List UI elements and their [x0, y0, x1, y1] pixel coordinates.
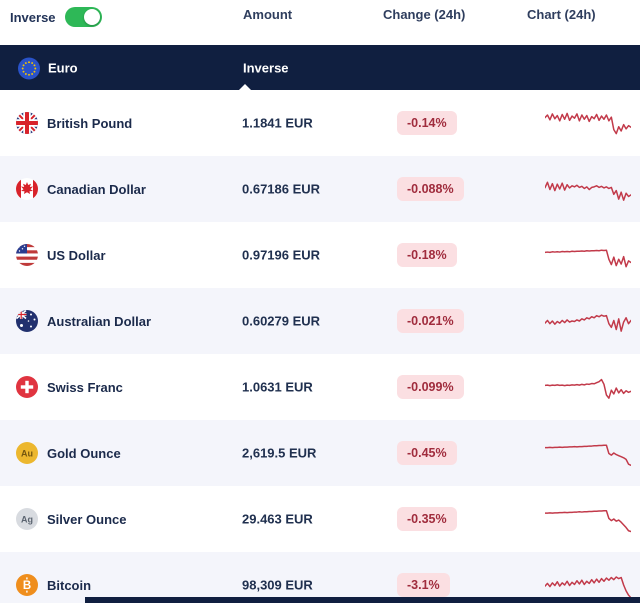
inverse-toggle-label: Inverse [10, 9, 56, 25]
change-cell: -0.021% [397, 309, 464, 333]
sparkline-chart [545, 437, 631, 469]
currency-name: Australian Dollar [47, 313, 152, 329]
change-badge: -0.099% [397, 375, 464, 399]
amount-value: 0.97196 EUR [242, 247, 321, 263]
table-row[interactable]: Australian Dollar 0.60279 EUR -0.021% [0, 288, 640, 354]
currency-name: US Dollar [47, 247, 106, 263]
svg-text:Au: Au [21, 449, 33, 459]
currency-cell: British Pound [16, 112, 132, 134]
amount-value: 1.0631 EUR [242, 379, 313, 395]
svg-text:Ag: Ag [21, 515, 33, 525]
column-caret-icon [239, 84, 251, 90]
change-badge: -0.088% [397, 177, 464, 201]
base-currency-name: Euro [48, 60, 78, 75]
amount-value: 0.60279 EUR [242, 313, 321, 329]
next-section-header-partial [85, 597, 640, 603]
currency-name: Gold Ounce [47, 445, 121, 461]
us-flag-icon [16, 244, 38, 266]
gb-flag-icon [16, 112, 38, 134]
amount-value: 0.67186 EUR [242, 181, 321, 197]
change-cell: -0.35% [397, 507, 457, 531]
amount-value: 1.1841 EUR [242, 115, 313, 131]
change-cell: -0.14% [397, 111, 457, 135]
change-badge: -3.1% [397, 573, 450, 597]
currency-cell: Australian Dollar [16, 310, 151, 332]
change-badge: -0.021% [397, 309, 464, 333]
currency-cell: B Bitcoin [16, 574, 91, 596]
sparkline-chart [545, 503, 631, 535]
svg-text:B: B [23, 580, 31, 592]
table-row[interactable]: B Bitcoin 98,309 EUR -3.1% [0, 552, 640, 603]
change-cell: -0.45% [397, 441, 457, 465]
au-flag-icon [16, 310, 38, 332]
sparkline-chart [545, 239, 631, 271]
inverse-column-label: Inverse [243, 60, 289, 75]
column-header-change: Change (24h) [383, 7, 466, 22]
table-row[interactable]: Ag Silver Ounce 29.463 EUR -0.35% [0, 486, 640, 552]
table-row[interactable]: US Dollar 0.97196 EUR -0.18% [0, 222, 640, 288]
currency-cell: Swiss Franc [16, 376, 123, 398]
column-header-amount: Amount [243, 7, 293, 22]
table-toolbar: Inverse Amount Change (24h) Chart (24h) [0, 0, 640, 45]
currency-cell: Ag Silver Ounce [16, 508, 126, 530]
btc-flag-icon: B [16, 574, 38, 596]
inverse-toggle-control: Inverse [10, 7, 102, 27]
change-badge: -0.45% [397, 441, 457, 465]
ch-flag-icon [16, 376, 38, 398]
sparkline-chart [545, 305, 631, 337]
amount-value: 2,619.5 EUR [242, 445, 317, 461]
table-row[interactable]: Au Gold Ounce 2,619.5 EUR -0.45% [0, 420, 640, 486]
table-row[interactable]: Canadian Dollar 0.67186 EUR -0.088% [0, 156, 640, 222]
change-badge: -0.14% [397, 111, 457, 135]
table-row[interactable]: Swiss Franc 1.0631 EUR -0.099% [0, 354, 640, 420]
base-currency-header: Euro Inverse [0, 45, 640, 90]
change-cell: -0.099% [397, 375, 464, 399]
currency-name: Bitcoin [47, 577, 92, 593]
currency-name: Canadian Dollar [47, 181, 146, 197]
currency-cell: Au Gold Ounce [16, 442, 121, 464]
rates-list: British Pound 1.1841 EUR -0.14% Canadian… [0, 90, 640, 603]
currency-cell: US Dollar [16, 244, 106, 266]
toggle-knob-icon [83, 9, 100, 25]
ca-flag-icon [16, 178, 38, 200]
change-badge: -0.18% [397, 243, 457, 267]
sparkline-chart [545, 107, 631, 139]
column-header-chart: Chart (24h) [527, 7, 596, 22]
inverse-toggle[interactable] [64, 7, 102, 27]
currency-name: Silver Ounce [47, 511, 127, 527]
currency-name: Swiss Franc [47, 379, 123, 395]
change-cell: -3.1% [397, 573, 450, 597]
amount-value: 98,309 EUR [242, 577, 313, 593]
table-row[interactable]: British Pound 1.1841 EUR -0.14% [0, 90, 640, 156]
sparkline-chart [545, 569, 631, 601]
currency-cell: Canadian Dollar [16, 178, 146, 200]
change-badge: -0.35% [397, 507, 457, 531]
amount-value: 29.463 EUR [242, 511, 313, 527]
eu-flag-icon [18, 57, 40, 79]
change-cell: -0.088% [397, 177, 464, 201]
change-cell: -0.18% [397, 243, 457, 267]
currency-name: British Pound [47, 115, 133, 131]
gold-flag-icon: Au [16, 442, 38, 464]
sparkline-chart [545, 371, 631, 403]
silver-flag-icon: Ag [16, 508, 38, 530]
sparkline-chart [545, 173, 631, 205]
